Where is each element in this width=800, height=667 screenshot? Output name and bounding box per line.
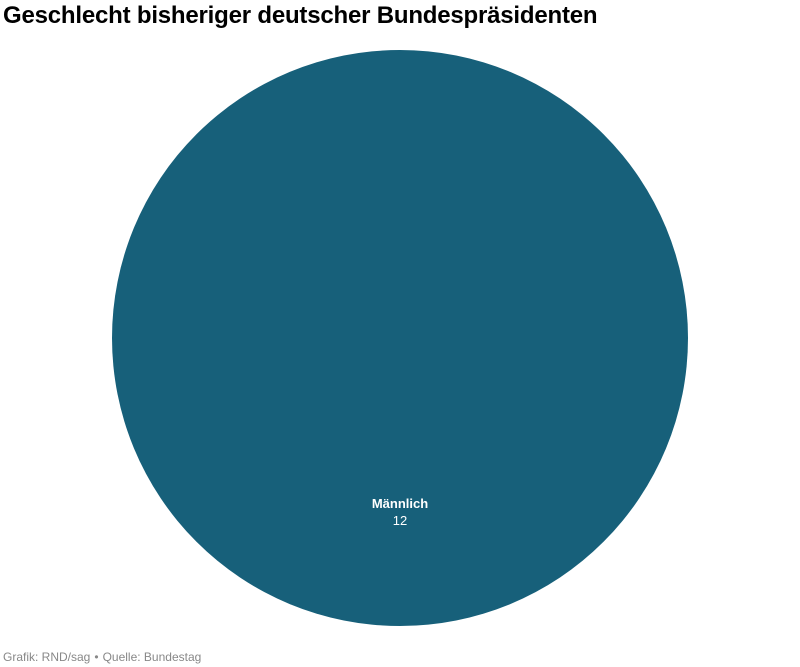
pie-chart: Männlich 12 [0,40,800,640]
pie-slices [112,50,688,626]
credit-text: Grafik: RND/sag [3,650,91,664]
chart-title: Geschlecht bisheriger deutscher Bundespr… [3,2,598,29]
pie-chart-svg: Männlich 12 [112,50,688,626]
chart-footer: Grafik: RND/sag • Quelle: Bundestag [3,650,201,664]
source-text: Quelle: Bundestag [102,650,202,664]
pie-labels: Männlich 12 [372,496,428,528]
pie-slice [112,50,688,626]
footer-separator: • [94,650,99,664]
slice-label: Männlich [372,496,428,511]
slice-value: 12 [393,513,407,528]
